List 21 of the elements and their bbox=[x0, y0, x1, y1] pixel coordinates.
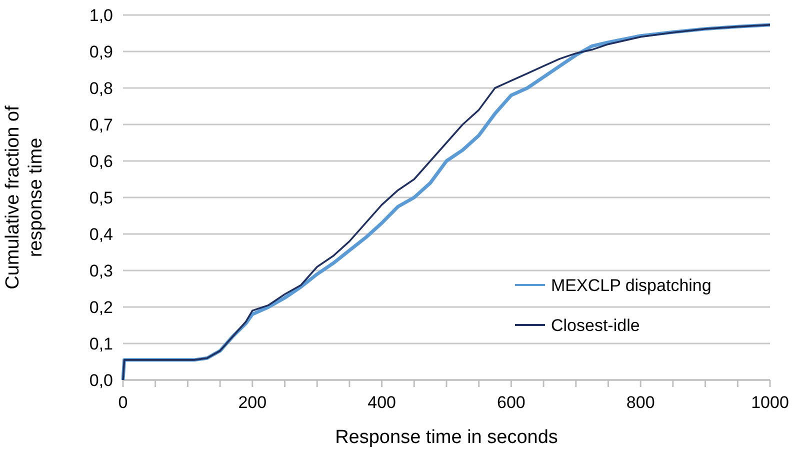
y-tick-label: 1,0 bbox=[89, 6, 113, 25]
y-tick-label: 0,7 bbox=[89, 116, 113, 134]
x-tick-label: 1000 bbox=[751, 393, 789, 412]
y-tick-label: 0,2 bbox=[89, 298, 113, 317]
legend-label: Closest-idle bbox=[551, 316, 640, 335]
legend-label: MEXCLP dispatching bbox=[551, 276, 712, 295]
x-tick-label: 0 bbox=[118, 393, 128, 412]
y-axis-title: Cumulative fraction of response time bbox=[2, 104, 46, 290]
y-tick-label: 0,5 bbox=[89, 188, 113, 208]
y-tick-label: 0,0 bbox=[89, 371, 113, 390]
y-tick-label: 0,6 bbox=[89, 152, 113, 171]
y-tick-label: 0,4 bbox=[89, 225, 113, 244]
x-tick-label: 600 bbox=[497, 393, 526, 412]
x-tick-label: 800 bbox=[626, 393, 655, 412]
y-tick-label: 0,1 bbox=[89, 334, 113, 354]
y-tick-label: 0,3 bbox=[89, 262, 113, 280]
x-tick-label: 400 bbox=[368, 393, 396, 412]
x-axis-title: Response time in seconds bbox=[335, 427, 558, 448]
y-tick-label: 0,9 bbox=[89, 42, 113, 62]
y-tick-label: 0,8 bbox=[89, 79, 113, 98]
x-tick-label: 200 bbox=[238, 393, 267, 412]
